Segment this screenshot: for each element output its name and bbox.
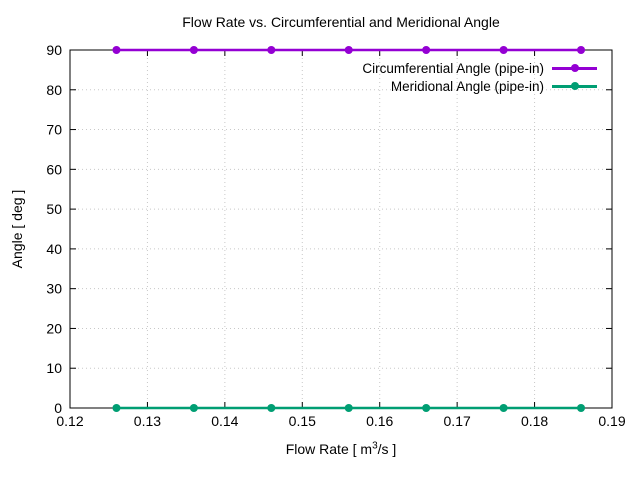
y-tick-label: 70 [46, 122, 62, 138]
plot-border [69, 49, 613, 409]
data-point-series-0 [422, 46, 431, 54]
data-point-series-1 [499, 404, 508, 412]
legend-label: Meridional Angle (pipe-in) [390, 78, 544, 94]
x-axis-label-suffix: /s ] [377, 441, 397, 457]
data-point-series-1 [422, 404, 431, 412]
y-tick-label: 60 [46, 161, 62, 177]
y-tick-label: 30 [46, 281, 62, 297]
x-tick-label: 0.13 [134, 413, 161, 429]
y-tick-label: 90 [46, 42, 62, 58]
x-tick-label: 0.15 [289, 413, 316, 429]
legend-item-meridional-angle: Meridional Angle (pipe-in) [362, 77, 597, 95]
legend-label: Circumferential Angle (pipe-in) [362, 60, 544, 76]
data-point-series-0 [499, 46, 508, 54]
x-tick-label: 0.17 [444, 413, 471, 429]
y-tick-label: 20 [46, 320, 62, 336]
y-tick-label: 0 [54, 400, 62, 416]
x-tick-label: 0.19 [598, 413, 625, 429]
data-point-series-0 [577, 46, 586, 54]
x-tick-label: 0.16 [366, 413, 393, 429]
data-point-series-1 [577, 404, 586, 412]
x-tick-label: 0.18 [521, 413, 548, 429]
legend: Circumferential Angle (pipe-in) Meridion… [362, 59, 597, 95]
legend-point-marker-icon [570, 82, 579, 90]
y-tick-label: 40 [46, 241, 62, 257]
x-tick-label: 0.14 [211, 413, 238, 429]
data-point-series-1 [112, 404, 121, 412]
data-point-series-0 [189, 46, 198, 54]
data-point-series-0 [112, 46, 121, 54]
legend-point-marker-icon [570, 64, 579, 72]
data-point-series-0 [267, 46, 276, 54]
y-tick-label: 80 [46, 82, 62, 98]
legend-line-sample [552, 82, 597, 90]
y-tick-label: 10 [46, 360, 62, 376]
x-axis-label-superscript: 3 [372, 440, 378, 452]
chart-title: Flow Rate vs. Circumferential and Meridi… [182, 14, 500, 30]
y-axis-label: Angle [ deg ] [9, 189, 25, 269]
legend-item-circumferential-angle: Circumferential Angle (pipe-in) [362, 59, 597, 77]
y-tick-label: 50 [46, 201, 62, 217]
data-point-series-0 [344, 46, 353, 54]
data-point-series-1 [189, 404, 198, 412]
x-axis-label: Flow Rate [ m3/s ] [70, 441, 612, 457]
x-axis-label-prefix: Flow Rate [ m [285, 441, 373, 457]
data-point-series-1 [344, 404, 353, 412]
legend-line-sample [552, 64, 597, 72]
data-point-series-1 [267, 404, 276, 412]
x-tick-label: 0.12 [56, 413, 83, 429]
